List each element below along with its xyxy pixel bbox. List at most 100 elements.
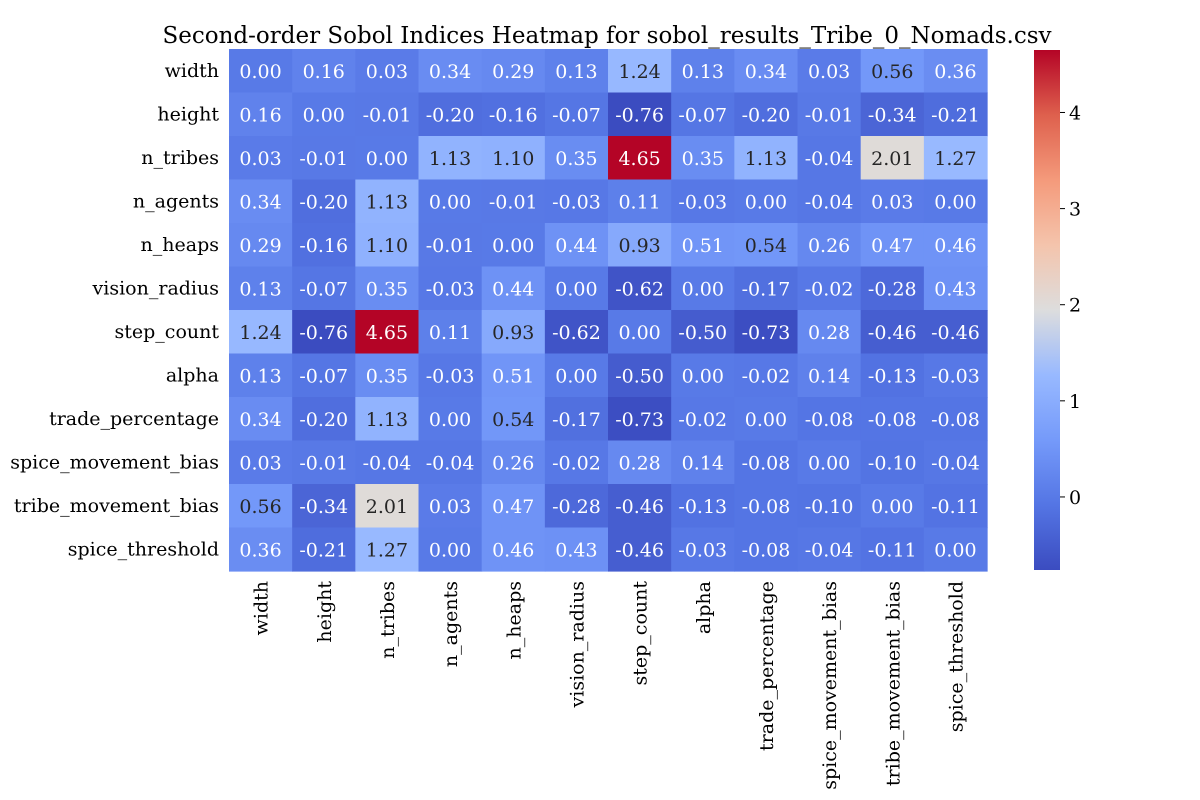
column-label: width — [251, 581, 273, 635]
heatmap-cell — [229, 484, 293, 529]
cell-value-label: 0.28 — [808, 322, 850, 344]
cell-value-label: 0.56 — [239, 496, 281, 518]
heatmap-cell — [608, 223, 672, 268]
cell-value-label: 0.35 — [366, 278, 408, 300]
cell-value-label: -0.07 — [299, 365, 348, 387]
cell-value-label: 0.11 — [618, 191, 660, 213]
cell-value-label: -0.08 — [805, 409, 854, 431]
cell-value-label: 0.34 — [745, 61, 787, 83]
cell-value-label: -0.08 — [742, 539, 791, 561]
heatmap-cell — [229, 527, 293, 572]
heatmap-cell — [481, 397, 546, 442]
cell-value-label: 0.26 — [808, 235, 850, 257]
cell-value-label: 0.14 — [808, 365, 850, 387]
heatmap-cell — [860, 49, 925, 94]
heatmap-cell — [229, 440, 293, 485]
cell-value-label: 0.35 — [682, 148, 724, 170]
heatmap-cell — [418, 484, 483, 529]
row-label: alpha — [166, 364, 219, 386]
cell-value-label: 0.00 — [555, 365, 597, 387]
heatmap-cell — [608, 136, 672, 181]
cell-value-label: 0.93 — [492, 322, 534, 344]
cell-value-label: -0.10 — [868, 452, 917, 474]
heatmap-cell — [923, 179, 988, 224]
cell-value-label: 0.16 — [239, 104, 281, 126]
cell-value-label: -0.03 — [426, 365, 475, 387]
heatmap-cell — [355, 527, 420, 572]
heatmap-cell — [355, 223, 420, 268]
heatmap-cell — [481, 484, 546, 529]
cell-value-label: 0.34 — [239, 191, 281, 213]
cell-value-label: 0.47 — [492, 496, 534, 518]
heatmap-cell — [797, 440, 862, 485]
column-label: n_tribes — [377, 581, 399, 659]
heatmap-cell — [671, 92, 735, 137]
heatmap-cell — [418, 353, 483, 398]
heatmap-cell — [355, 353, 420, 398]
cell-value-label: -0.62 — [615, 278, 664, 300]
column-label: height — [314, 581, 336, 643]
heatmap-cell — [292, 484, 356, 529]
heatmap-cell — [671, 49, 735, 94]
cell-value-label: -0.04 — [426, 452, 475, 474]
colorbar-tick-label: 3 — [1069, 199, 1081, 221]
cell-value-label: 0.51 — [682, 235, 724, 257]
heatmap-cell — [481, 527, 546, 572]
cell-value-label: 1.13 — [429, 148, 471, 170]
heatmap-cell — [292, 310, 356, 355]
heatmap-cell — [923, 223, 988, 268]
cell-value-label: -0.21 — [299, 539, 348, 561]
heatmap-cell — [608, 49, 672, 94]
heatmap-cell — [229, 92, 293, 137]
column-label: trade_percentage — [756, 581, 778, 751]
cell-value-label: 4.65 — [366, 322, 408, 344]
column-label: n_heaps — [503, 581, 525, 659]
heatmap-cell — [923, 49, 988, 94]
heatmap-cell — [923, 136, 988, 181]
cell-value-label: -0.02 — [678, 409, 727, 431]
heatmap-cell — [544, 484, 609, 529]
heatmap-cell — [292, 353, 356, 398]
cell-value-label: 0.51 — [492, 365, 534, 387]
heatmap-cell — [608, 92, 672, 137]
cell-value-label: -0.13 — [678, 496, 727, 518]
heatmap-cell — [229, 310, 293, 355]
row-label: spice_threshold — [68, 538, 219, 560]
row-label: width — [165, 60, 219, 82]
heatmap-cell — [544, 440, 609, 485]
cell-value-label: 0.34 — [239, 409, 281, 431]
cell-value-label: 1.24 — [618, 61, 660, 83]
cell-value-label: 0.14 — [682, 452, 724, 474]
heatmap-cell — [292, 49, 356, 94]
heatmap-cell — [671, 527, 735, 572]
heatmap-cell — [481, 179, 546, 224]
heatmap-cell — [481, 49, 546, 94]
cell-value-label: 0.36 — [934, 61, 976, 83]
row-label: n_tribes — [141, 147, 219, 169]
heatmap-cell — [923, 353, 988, 398]
heatmap-cell — [797, 266, 862, 311]
cell-value-label: -0.20 — [299, 409, 348, 431]
heatmap-cell — [608, 484, 672, 529]
cell-value-label: 0.00 — [303, 104, 345, 126]
cell-value-label: -0.20 — [426, 104, 475, 126]
cell-value-label: 0.03 — [429, 496, 471, 518]
cell-value-label: -0.01 — [489, 191, 538, 213]
heatmap-cell — [544, 179, 609, 224]
cell-value-label: -0.76 — [299, 322, 348, 344]
cell-value-label: -0.34 — [299, 496, 348, 518]
cell-value-label: -0.02 — [742, 365, 791, 387]
cell-value-label: 0.00 — [871, 496, 913, 518]
row-label: spice_movement_bias — [10, 451, 219, 473]
heatmap-cell — [481, 353, 546, 398]
heatmap-cell — [418, 527, 483, 572]
cell-value-label: -0.01 — [299, 452, 348, 474]
heatmap-cell — [292, 136, 356, 181]
heatmap-cell — [608, 440, 672, 485]
heatmap-cell — [797, 484, 862, 529]
heatmap-cell — [544, 353, 609, 398]
cell-value-label: -0.04 — [805, 539, 854, 561]
heatmap-cell — [734, 440, 799, 485]
cell-value-label: 0.00 — [555, 278, 597, 300]
heatmap-cell — [923, 266, 988, 311]
